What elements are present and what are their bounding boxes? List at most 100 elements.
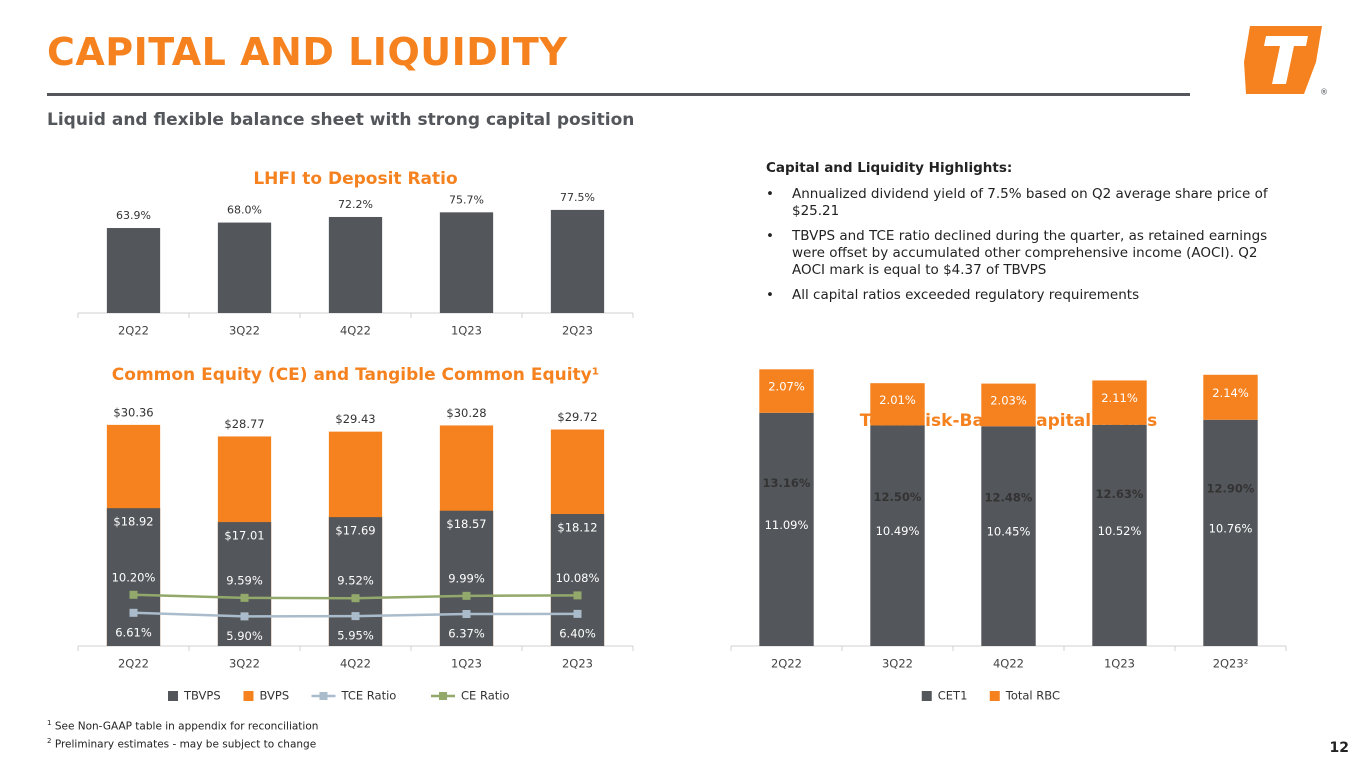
x-tick-label: 4Q22 [993,657,1024,671]
chart-title: Common Equity (CE) and Tangible Common E… [112,365,599,385]
bar-segment [981,426,1036,646]
slide-title: CAPITAL AND LIQUIDITY [47,30,568,74]
line-marker [573,609,582,618]
x-tick-label: 1Q23 [451,657,482,671]
value-label: 9.52% [337,574,374,588]
footnote-mark: 2 [47,736,52,745]
line-marker [462,591,471,600]
x-tick-label: 2Q22 [118,324,149,338]
value-label: 2.11% [1101,391,1138,405]
value-label: 10.76% [1209,521,1253,535]
bar-segment [759,369,814,413]
bar [550,209,605,313]
value-label: 77.5% [560,191,595,204]
legend-swatch [319,692,328,700]
bar [328,517,383,646]
value-label: 5.90% [226,629,263,643]
value-label: $18.57 [446,517,486,531]
logo: ® [1244,26,1328,97]
value-label: 2.14% [1212,386,1249,400]
x-tick-label: 4Q22 [340,324,371,338]
x-tick-label: 2Q23² [1213,657,1249,671]
footnote-text: See Non-GAAP table in appendix for recon… [54,720,319,733]
line-marker [240,593,249,602]
x-tick-label: 3Q22 [229,657,260,671]
line-marker [129,590,138,599]
value-label: 2.03% [990,393,1027,407]
highlight-bullet: TBVPS and TCE ratio declined during the … [766,228,1282,279]
x-tick-label: 2Q22 [118,657,149,671]
page-number: 12 [1329,740,1349,756]
bar-segment [759,412,814,646]
legend-swatch [168,691,178,701]
highlight-bullet: Annualized dividend yield of 7.5% based … [766,186,1282,220]
total-label: 12.63% [1096,487,1144,501]
value-label: 10.45% [987,525,1031,539]
value-label: 11.09% [765,518,809,532]
value-label: 10.52% [1098,524,1142,538]
logo-glyph [1264,36,1308,84]
value-label: 2.07% [768,380,805,394]
bar [217,222,272,313]
legend-swatch [921,691,932,701]
legend-label: TCE Ratio [341,689,397,703]
bar-segment [1092,424,1147,646]
bar-segment [870,383,925,426]
x-tick-label: 2Q22 [771,657,802,671]
charts: LHFI to Deposit Ratio 2Q22 3Q22 4Q22 1Q23 2Q2… [77,169,1287,703]
value-label: 9.99% [448,571,485,585]
logo-registered: ® [1320,88,1328,97]
value-label: $18.12 [557,521,597,535]
total-label: 13.16% [763,476,811,490]
legend-label: BVPS [260,689,290,703]
value-label: 72.2% [338,198,373,211]
highlights-heading: Capital and Liquidity Highlights: [766,160,1013,176]
x-tick-label: 4Q22 [340,657,371,671]
value-label: $17.69 [335,524,375,538]
bar [106,228,161,313]
footnote-text: Preliminary estimates - may be subject t… [54,738,317,750]
slide-subtitle: Liquid and flexible balance sheet with s… [47,110,635,130]
title-rule [47,93,1190,96]
value-label: 6.40% [559,626,596,640]
x-tick-label: 2Q23 [562,657,593,671]
legend-label: CET1 [938,689,968,703]
value-label: $30.28 [446,406,486,420]
x-tick-label: 1Q23 [451,324,482,338]
line-marker [462,610,471,619]
bar [328,216,383,313]
bar-segment [1092,380,1147,425]
value-label: $29.43 [335,412,375,426]
bar-segment [981,383,1036,427]
bar-segment [1203,374,1258,420]
value-label: 75.7% [449,193,484,206]
legend-label: CE Ratio [461,689,509,703]
bar-segment [870,425,925,646]
total-label: 12.48% [985,490,1033,504]
value-label: 10.20% [112,570,156,584]
footnote: 1 See Non-GAAP table in appendix for rec… [47,716,318,734]
footnote: 2 Preliminary estimates - may be subject… [47,734,318,752]
value-label: 10.49% [876,524,920,538]
legend-label: Total RBC [1005,689,1060,703]
line-marker [129,608,138,617]
value-label: 2.01% [879,393,916,407]
value-label: 63.9% [116,209,151,222]
footnotes: 1 See Non-GAAP table in appendix for rec… [47,716,318,751]
bar [439,510,494,646]
x-tick-label: 2Q23 [562,324,593,338]
line-marker [351,594,360,603]
value-label: $18.92 [113,515,153,529]
value-label: 6.37% [448,627,485,641]
value-label: $30.36 [113,405,153,419]
highlights-list: Annualized dividend yield of 7.5% based … [766,178,1282,304]
total-label: 12.50% [874,490,922,504]
bar-segment [1203,419,1258,646]
legend-swatch [243,691,254,701]
bar [106,508,161,646]
footnote-mark: 1 [47,719,52,727]
legend-swatch [439,692,447,700]
chart-title: LHFI to Deposit Ratio [253,169,457,189]
value-label: 10.08% [556,571,600,585]
